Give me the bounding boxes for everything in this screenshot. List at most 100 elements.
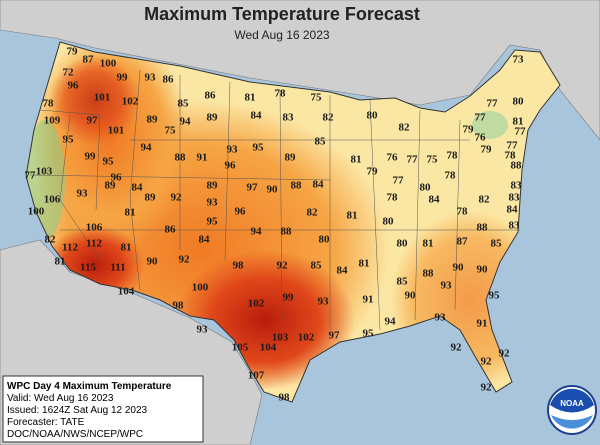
temp-label: 94 [385,316,397,328]
temp-label: 103 [272,332,289,344]
temp-label: 95 [363,328,375,340]
temp-label: 91 [477,318,488,330]
temp-label: 77 [25,170,37,182]
temp-label: 75 [427,154,439,166]
logo-sea [551,415,593,429]
title: Maximum Temperature Forecast [144,4,420,24]
temp-label: 84 [199,234,211,246]
temp-label: 78 [447,150,459,162]
temp-label: 94 [141,142,153,154]
temp-label: 81 [347,210,358,222]
temp-label: 94 [180,116,192,128]
info-forecaster: Forecaster: TATE [7,417,85,428]
temp-label: 88 [281,226,293,238]
temp-label: 90 [405,290,417,302]
temp-label: 81 [55,256,66,268]
temp-label: 85 [397,276,409,288]
info-source: DOC/NOAA/NWS/NCEP/WPC [7,429,143,440]
temp-label: 104 [118,286,135,298]
temp-label: 101 [108,125,125,137]
temp-label: 93 [227,144,239,156]
temp-label: 80 [397,238,409,250]
temp-label: 84 [132,182,144,194]
temp-label: 97 [87,115,99,127]
temp-label: 80 [367,110,379,122]
temp-label: 102 [298,332,315,344]
temp-label: 77 [507,140,519,152]
temp-label: 82 [323,112,335,124]
temp-label: 100 [100,58,117,70]
temp-label: 92 [481,356,493,368]
temp-label: 84 [429,194,441,206]
canada [0,0,600,141]
temp-label: 86 [205,90,217,102]
temp-label: 105 [232,342,249,354]
temp-label: 81 [359,258,370,270]
us-border [25,41,561,403]
temp-label: 85 [311,260,323,272]
temp-label: 79 [367,166,379,178]
state-lines [29,69,520,331]
temp-label: 78 [275,88,287,100]
temp-label: 72 [63,67,75,79]
temp-label: 80 [319,234,331,246]
temp-label: 88 [477,222,489,234]
temp-label: 79 [463,124,475,136]
temp-label: 102 [248,298,265,310]
temp-label: 95 [207,216,219,228]
temp-label: 77 [475,112,487,124]
temp-label: 88 [423,268,435,280]
temp-label: 82 [45,234,57,246]
temp-label: 99 [283,292,295,304]
temp-label: 107 [248,370,265,382]
temp-label: 98 [173,300,185,312]
temp-label: 81 [121,242,132,254]
temp-label: 80 [513,96,525,108]
temp-label: 97 [329,330,341,342]
temp-label: 87 [83,54,95,66]
temp-label: 78 [387,192,399,204]
temp-label: 77 [515,126,527,138]
temp-label: 104 [260,342,277,354]
temp-label: 88 [511,160,523,172]
temp-label: 96 [111,172,123,184]
temp-label: 83 [509,192,521,204]
temp-label: 95 [253,142,265,154]
temp-label: 82 [479,194,491,206]
temp-label: 79 [67,46,79,58]
temp-label: 95 [103,156,115,168]
temp-label: 78 [445,170,457,182]
temp-label: 90 [453,262,465,274]
temp-label: 92 [451,342,463,354]
temp-label: 106 [86,222,103,234]
temp-label: 93 [318,296,330,308]
temp-label: 75 [311,92,323,104]
temp-label: 88 [175,152,187,164]
temp-label: 80 [383,216,395,228]
temp-label: 78 [457,206,469,218]
temp-label: 112 [62,242,78,254]
temp-label: 89 [207,180,219,192]
temp-label: 84 [337,265,349,277]
temp-label: 84 [313,179,325,191]
temp-label: 75 [165,125,177,137]
temp-label: 90 [477,264,489,276]
temp-label: 79 [481,144,493,156]
temp-label: 77 [393,175,405,187]
temp-label: 99 [85,151,97,163]
temp-label: 91 [197,152,208,164]
info-heading: WPC Day 4 Maximum Temperature [7,381,172,392]
temp-label: 81 [351,154,362,166]
temp-label: 92 [179,254,191,266]
temp-label: 81 [245,92,256,104]
temp-label: 77 [487,98,499,110]
subtitle: Wed Aug 16 2023 [234,28,330,42]
temp-label: 92 [277,260,289,272]
info-issued: Issued: 1624Z Sat Aug 12 2023 [7,405,148,416]
temp-label: 112 [86,238,102,250]
temp-label: 87 [457,236,469,248]
temp-label: 92 [171,192,183,204]
temp-label: 82 [307,207,319,219]
temp-label: 83 [509,220,521,232]
